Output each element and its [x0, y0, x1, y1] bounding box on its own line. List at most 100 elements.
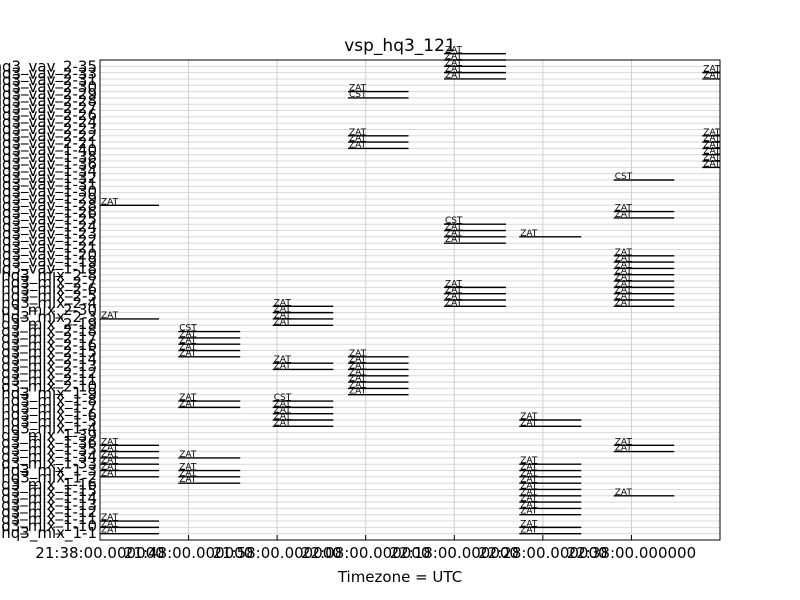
- segment-label: ZAT: [703, 147, 721, 157]
- segment-label: ZAT: [520, 418, 538, 428]
- y-tick-label: hq3_mix_1-14: [0, 489, 97, 508]
- y-tick-label: hq3_mix_2-12: [0, 364, 97, 383]
- segment-label: ZAT: [101, 437, 119, 447]
- y-tick-label: hq3_mix_2-7: [1, 273, 97, 292]
- y-tick-label: hq3_mix_2-13: [0, 357, 97, 376]
- segment-label: ZAT: [520, 500, 538, 510]
- y-tick-label: hq3_vav_2-21: [0, 134, 97, 153]
- segment-label: ZAT: [445, 298, 463, 308]
- y-tick-label: hq3_vav_2-31: [0, 71, 97, 90]
- y-tick-label: hq3_mix_1-10: [0, 517, 97, 536]
- segment-label: ZAT: [615, 260, 633, 270]
- segment-label: ZAT: [445, 286, 463, 296]
- segment-label: ZAT: [615, 437, 633, 447]
- segment-label: ZAT: [520, 412, 538, 422]
- y-tick-label: hq3_vav_2-27: [0, 99, 97, 118]
- y-tick-label: hq3_mix_2-4: [1, 294, 97, 313]
- y-tick-label: hq3_mix_2-14: [0, 350, 97, 369]
- y-tick-label: hq3_vav_1-34: [0, 162, 97, 181]
- x-tick-label: 22:18:00.000000: [390, 544, 519, 562]
- y-tick-label: hq3_vav_2-22: [0, 127, 97, 146]
- segment-label: ZAT: [349, 355, 367, 365]
- segment-label: ZAT: [349, 361, 367, 371]
- segment-label: ZAT: [274, 418, 292, 428]
- y-tick-label: hq3_vav_1-21: [0, 238, 97, 257]
- segment-label: ZAT: [520, 475, 538, 485]
- segment-label: ZAT: [520, 519, 538, 529]
- segment-label: ZAT: [349, 349, 367, 359]
- segment-label: ZAT: [520, 456, 538, 466]
- segment-label: ZAT: [703, 128, 721, 138]
- segment-label: ZAT: [520, 481, 538, 491]
- segment-label: ZAT: [615, 488, 633, 498]
- y-tick-label: hq3_mix_1-4: [1, 420, 97, 439]
- segment-label: ZAT: [179, 469, 197, 479]
- segment-label: ZAT: [703, 65, 721, 75]
- y-tick-label: hq3_vav_1-30: [0, 183, 97, 202]
- segment-label: ZAT: [274, 412, 292, 422]
- segment-label: ZAT: [101, 311, 119, 321]
- segment-label: ZAT: [703, 153, 721, 163]
- segment-label: ZAT: [445, 235, 463, 245]
- y-tick-label: hq3_vav_1-18: [0, 259, 97, 278]
- y-tick-label: hq3_mix_1-34: [0, 447, 97, 466]
- y-tick-label: hq3_mix_2-10: [0, 378, 97, 397]
- y-tick-label: hq3_vav_1-38: [0, 148, 97, 167]
- x-tick-label: 21:38:00.000000: [35, 544, 164, 562]
- segment-label: ZAT: [349, 387, 367, 397]
- segment-label: ZAT: [274, 311, 292, 321]
- segment-label: ZAT: [445, 58, 463, 68]
- segment-label: ZAT: [274, 317, 292, 327]
- segment-label: ZAT: [520, 488, 538, 498]
- x-axis-label: Timezone = UTC: [337, 568, 463, 586]
- x-tick-label: 22:28:00.000000: [478, 544, 607, 562]
- y-tick-label: hq3_vav_2-33: [0, 64, 97, 83]
- segment-label: ZAT: [703, 71, 721, 81]
- segment-label: ZAT: [101, 444, 119, 454]
- segment-label: ZAT: [179, 450, 197, 460]
- segment-label: ZAT: [703, 140, 721, 150]
- segment-label: ZAT: [349, 84, 367, 94]
- segment-label: CST: [615, 172, 633, 182]
- segment-label: ZAT: [274, 399, 292, 409]
- segment-label: ZAT: [179, 343, 197, 353]
- segment-label: ZAT: [615, 298, 633, 308]
- y-tick-label: hq3_mix_2-3: [1, 308, 97, 327]
- segment-label: ZAT: [274, 305, 292, 315]
- y-tick-label: hq3_vav_1-32: [0, 169, 97, 188]
- segment-label: ZAT: [179, 463, 197, 473]
- y-tick-label: hq3_mix_1-12: [0, 503, 97, 522]
- y-tick-label: hq3_vav_1-22: [0, 231, 97, 250]
- segment-label: ZAT: [274, 406, 292, 416]
- y-tick-label: hq3_mix_1-6: [1, 406, 97, 425]
- y-tick-label: hq3_mix_2-11: [0, 371, 97, 390]
- y-tick-label: hq3_mix_1-16: [0, 475, 97, 494]
- y-tick-label: hq3_mix_2-8: [1, 266, 97, 285]
- y-tick-label: hq3_mix_1-1: [1, 524, 97, 543]
- y-tick-label: hq3_vav_1-23: [0, 224, 97, 243]
- segment-label: ZAT: [615, 254, 633, 264]
- y-tick-label: hq3_mix_1-39: [0, 427, 97, 446]
- segment-label: ZAT: [274, 298, 292, 308]
- segment-label: ZAT: [101, 197, 119, 207]
- y-tick-label: hq3_mix_2-30: [0, 301, 97, 320]
- y-tick-label: hq3_vav_2-28: [0, 92, 97, 111]
- y-tick-label: hq3_vav_2-35: [0, 57, 97, 76]
- y-tick-label: hq3_mix_1-8: [1, 392, 97, 411]
- y-tick-label: hq3_mix_2-5: [1, 287, 97, 306]
- segment-label: ZAT: [445, 229, 463, 239]
- segment-label: ZAT: [615, 273, 633, 283]
- x-tick-label: 21:48:00.000000: [124, 544, 253, 562]
- segment-label: ZAT: [349, 368, 367, 378]
- y-tick-label: hq3_vav_2-29: [0, 85, 97, 104]
- y-tick-label: hq3_vav_1-31: [0, 176, 97, 195]
- y-tick-label: hq3_vav_2-26: [0, 106, 97, 125]
- segment-label: ZAT: [101, 526, 119, 536]
- x-tick-label: 22:08:00.000000: [301, 544, 430, 562]
- y-tick-label: hq3_mix_1-11: [0, 510, 97, 529]
- y-tick-label: hq3_mix_2-18: [0, 322, 97, 341]
- segment-label: ZAT: [445, 71, 463, 81]
- y-tick-label: hq3_mix_2-15: [0, 343, 97, 362]
- segment-label: ZAT: [520, 494, 538, 504]
- chart-title: vsp_hq3_121: [344, 36, 456, 56]
